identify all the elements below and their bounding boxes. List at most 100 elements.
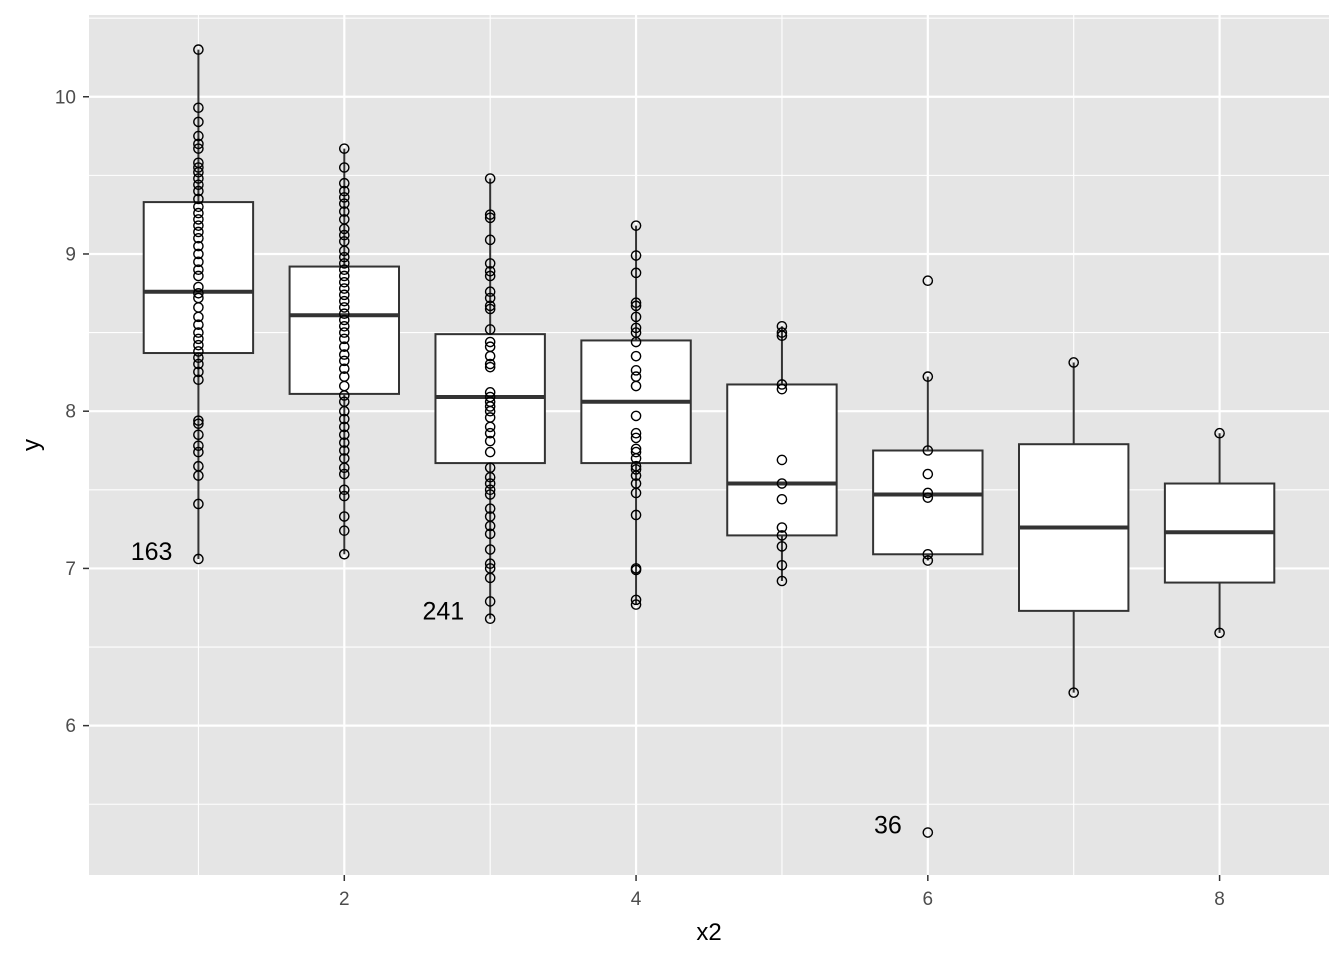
data-point [484, 212, 496, 224]
data-point [193, 446, 204, 458]
data-point [484, 258, 496, 269]
data-point [630, 410, 642, 422]
point-label: 163 [131, 538, 173, 566]
data-point [338, 223, 350, 235]
data-point [1068, 357, 1080, 368]
data-point [922, 555, 934, 566]
data-point [338, 405, 350, 417]
data-point [338, 548, 350, 560]
data-point [776, 383, 788, 395]
data-point [484, 303, 496, 315]
data-point [776, 522, 788, 533]
data-point [484, 401, 496, 412]
x-tick-label: 8 [1214, 889, 1225, 910]
data-point [630, 427, 642, 439]
data-point [338, 308, 350, 320]
data-point [922, 468, 934, 480]
data-point [922, 827, 934, 838]
data-point [776, 559, 788, 571]
data-point [776, 379, 788, 390]
data-point [193, 193, 204, 205]
data-point [484, 489, 496, 500]
data-point [484, 471, 496, 483]
data-point [484, 503, 496, 514]
data-point [484, 361, 496, 373]
data-point [630, 311, 642, 323]
data-point [484, 544, 496, 555]
data-point [338, 525, 350, 536]
data-point [338, 276, 350, 288]
data-point [193, 281, 204, 293]
data-point [193, 319, 204, 331]
data-point [193, 102, 204, 114]
data-point [193, 333, 204, 345]
x-axis: 2 4 6 8 [339, 875, 1225, 910]
data-point [776, 478, 788, 489]
data-point [776, 541, 788, 552]
point-label: 241 [422, 598, 464, 626]
data-point [193, 366, 204, 378]
data-point [484, 558, 496, 570]
data-point [193, 429, 204, 441]
data-point [630, 594, 642, 606]
data-point [338, 283, 350, 294]
data-point [630, 380, 642, 392]
data-point [338, 511, 350, 522]
data-point [338, 355, 350, 367]
data-point [630, 509, 642, 521]
data-point [193, 346, 204, 357]
data-point [193, 162, 204, 173]
data-point [193, 256, 204, 268]
data-point [922, 487, 934, 499]
data-point [193, 240, 204, 252]
data-point [193, 179, 204, 191]
data-point [338, 341, 350, 353]
data-point [338, 270, 350, 282]
data-point [484, 270, 496, 282]
data-point [922, 275, 934, 287]
data-point [193, 264, 204, 275]
data-point [338, 264, 350, 275]
data-point [338, 295, 350, 307]
data-point [193, 287, 204, 299]
data-point [193, 232, 204, 244]
data-point [193, 358, 204, 370]
data-point [338, 333, 350, 345]
data-point [338, 437, 350, 448]
x-tick-label: 2 [339, 889, 350, 910]
y-tick-label: 8 [65, 402, 76, 423]
data-point [1214, 427, 1225, 439]
data-point [484, 358, 496, 370]
data-point [193, 418, 204, 430]
data-point [776, 327, 788, 338]
data-point [630, 336, 642, 348]
point-label: 36 [874, 812, 902, 840]
data-point [484, 520, 496, 532]
data-point [922, 492, 934, 503]
y-tick-label: 7 [65, 559, 76, 580]
data-point [193, 166, 204, 178]
data-point [338, 143, 350, 154]
data-point [338, 327, 350, 338]
data-point [338, 185, 350, 197]
data-point [776, 530, 788, 541]
y-axis-title: y [18, 439, 45, 451]
data-point [338, 198, 350, 209]
data-point [630, 487, 642, 499]
data-point [484, 405, 496, 417]
data-point [630, 432, 642, 444]
data-point [338, 349, 350, 360]
data-point [630, 322, 642, 334]
data-point [484, 446, 496, 458]
x-tick-label: 4 [631, 889, 642, 910]
data-point [484, 336, 496, 348]
x-axis-title: x2 [696, 919, 721, 946]
data-point [484, 173, 496, 184]
data-point [484, 421, 496, 433]
data-point [338, 468, 350, 480]
data-point [630, 464, 642, 475]
data-point [338, 413, 350, 425]
data-point [193, 470, 204, 481]
data-point [484, 613, 496, 625]
box-group-5 [726, 326, 838, 581]
